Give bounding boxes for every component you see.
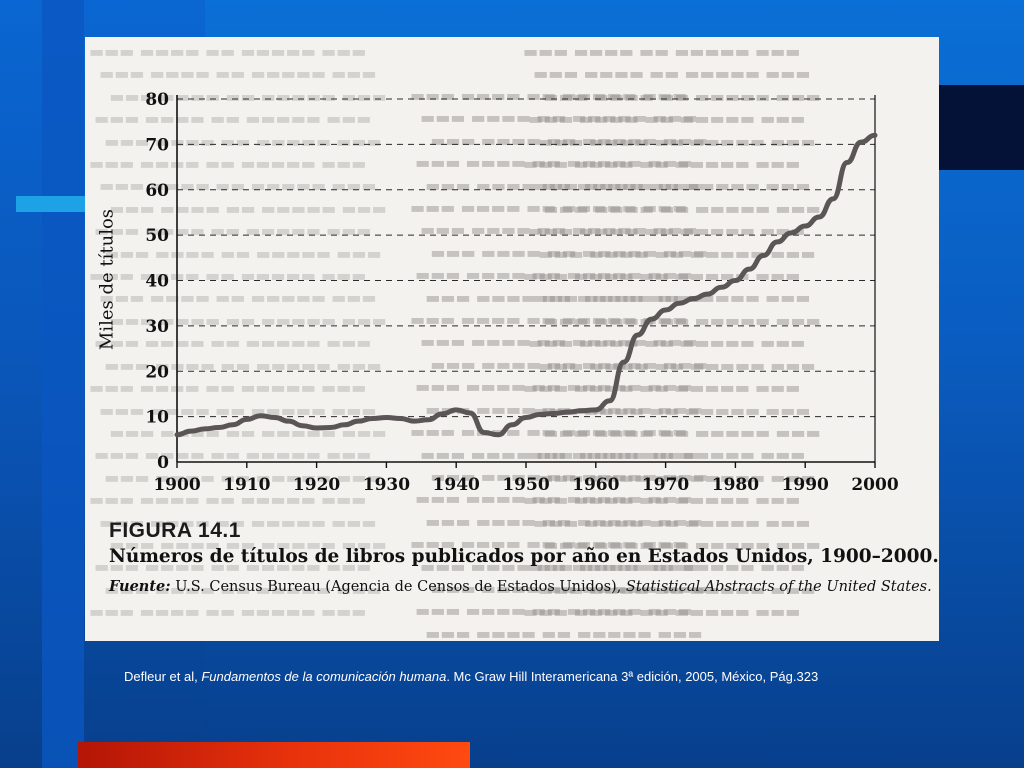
x-tick-label: 1970 xyxy=(642,475,689,495)
y-tick-label: 50 xyxy=(145,226,169,246)
x-tick-label: 1950 xyxy=(502,475,549,495)
accent-block-dark xyxy=(938,85,1024,170)
bleed-through-text: ▬▬▬ ▬▬▬▬ ▬▬ ▬▬▬▬▬ ▬▬▬ ▬▬▬ ▬▬▬▬ ▬▬ ▬▬▬▬▬ … xyxy=(523,42,821,622)
y-tick-label: 20 xyxy=(145,362,169,382)
series-line xyxy=(174,132,878,438)
figure-number: FIGURA 14.1 xyxy=(109,519,241,542)
source-label: Fuente: xyxy=(109,578,171,595)
y-tick-label: 70 xyxy=(145,135,169,155)
citation-authors: Defleur et al, xyxy=(124,669,202,684)
y-tick-label: 0 xyxy=(157,453,169,473)
y-tick-label: 30 xyxy=(145,317,169,337)
x-tick-label: 1980 xyxy=(712,475,759,495)
accent-bar-orange xyxy=(78,742,470,768)
y-tick-label: 10 xyxy=(145,408,169,428)
figure-source: Fuente: U.S. Census Bureau (Agencia de C… xyxy=(109,576,939,598)
y-axis-title: Miles de títulos xyxy=(96,208,118,351)
citation-book-title: Fundamentos de la comunicación humana xyxy=(201,669,447,684)
x-tick-label: 2000 xyxy=(851,475,898,495)
y-tick-label: 60 xyxy=(145,181,169,201)
citation: Defleur et al, Fundamentos de la comunic… xyxy=(124,669,818,684)
scanned-figure: ▬▬▬ ▬▬▬▬ ▬▬ ▬▬▬▬▬ ▬▬▬ ▬▬▬ ▬▬▬▬ ▬▬ ▬▬▬▬▬ … xyxy=(85,37,939,641)
x-tick-label: 1990 xyxy=(782,475,829,495)
y-tick-label: 80 xyxy=(145,90,169,110)
citation-details: . Mc Graw Hill Interamericana 3ª edición… xyxy=(446,669,819,684)
bleed-through-text: ▬▬▬ ▬▬▬▬ ▬▬ ▬▬▬▬▬ ▬▬▬ ▬▬▬ ▬▬▬▬ ▬▬ ▬▬▬▬▬ … xyxy=(89,42,387,622)
x-tick-label: 1910 xyxy=(223,475,270,495)
x-tick-label: 1920 xyxy=(293,475,340,495)
x-tick-label: 1960 xyxy=(572,475,619,495)
accent-bar-cyan xyxy=(16,196,88,212)
background-strip xyxy=(42,0,84,768)
source-text: U.S. Census Bureau (Agencia de Censos de… xyxy=(170,579,626,595)
x-tick-label: 1900 xyxy=(153,475,200,495)
x-tick-label: 1940 xyxy=(433,475,480,495)
source-publication: Statistical Abstracts of the United Stat… xyxy=(625,579,932,595)
y-tick-label: 40 xyxy=(145,272,169,292)
figure-caption: Números de títulos de libros publicados … xyxy=(109,546,939,567)
x-tick-label: 1930 xyxy=(363,475,410,495)
bleed-through-text: ▬▬▬ ▬▬▬▬ ▬▬ ▬▬▬▬▬ ▬▬▬ ▬▬▬ ▬▬▬▬ ▬▬ ▬▬▬▬▬ … xyxy=(410,86,708,641)
line-chart: 0 10 20 30 40 50 60 70 80 1900 1910 1920 1930 1940 195… xyxy=(145,90,898,495)
